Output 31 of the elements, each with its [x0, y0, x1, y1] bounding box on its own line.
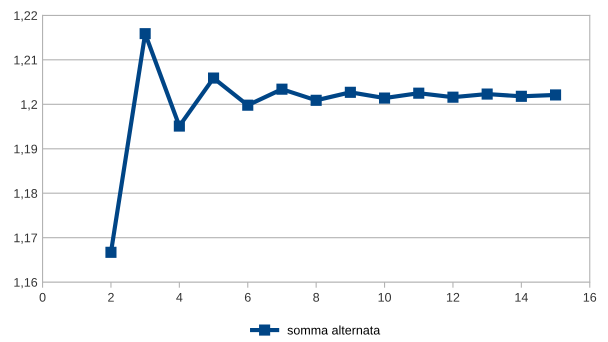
x-tick-label: 12 — [446, 292, 460, 302]
y-tick-label: 1,16 — [14, 278, 38, 288]
y-tick-label: 1,17 — [14, 234, 38, 244]
point — [550, 89, 562, 101]
point — [105, 246, 117, 258]
x-tick-label: 0 — [40, 292, 46, 302]
point — [482, 88, 493, 100]
y-tick-label: 1,22 — [14, 11, 38, 22]
x-tick-label: 10 — [378, 292, 392, 302]
y-tick-label: 1,21 — [14, 56, 38, 66]
y-tick-label: 1,18 — [14, 189, 38, 200]
x-tick-label: 16 — [584, 292, 596, 302]
point — [140, 28, 151, 40]
point — [208, 72, 220, 84]
x-tick-label: 4 — [176, 293, 182, 302]
point — [276, 84, 288, 95]
point — [413, 88, 424, 99]
x-tick-label: 8 — [313, 292, 320, 302]
point — [310, 94, 322, 106]
x-tick-label: 6 — [244, 292, 251, 302]
y-tick-label: 1,2 — [21, 100, 38, 110]
legend-label: somma alternata — [287, 325, 380, 335]
y-tick-label: 1,19 — [14, 144, 38, 155]
x-tick-label: 2 — [108, 292, 114, 302]
point — [516, 90, 527, 102]
point — [344, 86, 356, 98]
x-tick-label: 14 — [515, 293, 528, 302]
point — [379, 92, 390, 104]
point — [242, 100, 254, 111]
point — [174, 120, 185, 132]
point — [447, 92, 459, 103]
